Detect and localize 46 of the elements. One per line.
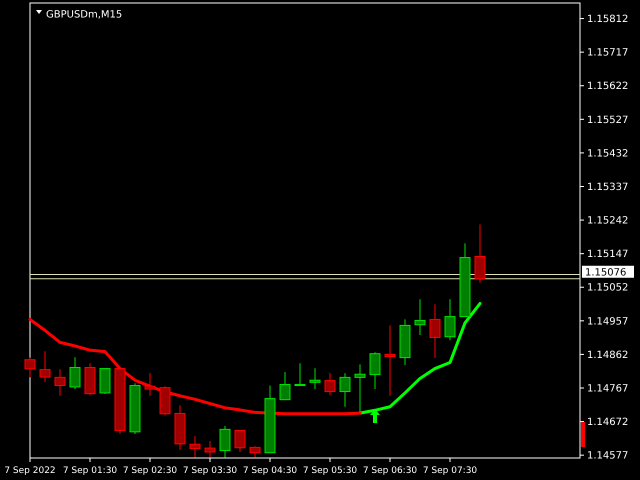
candlestick (204, 440, 216, 458)
candlestick (250, 446, 260, 458)
candlestick (24, 357, 36, 378)
candlestick (384, 324, 396, 396)
candlestick (474, 224, 486, 284)
candlestick (370, 352, 380, 390)
candlestick (340, 372, 350, 408)
y-tick-label: 1.15812 (587, 14, 628, 26)
candlestick (444, 298, 456, 341)
candlestick (414, 298, 426, 336)
y-tick-label: 1.15052 (587, 282, 628, 294)
y-tick-label: 1.15337 (587, 182, 628, 193)
x-tick-label: 7 Sep 05:30 (302, 466, 358, 476)
ref-line-label: 1.15076 (585, 267, 626, 278)
candlestick (354, 364, 366, 413)
y-tick-label: 1.15432 (587, 148, 628, 160)
y-tick-label: 1.15527 (587, 114, 628, 126)
candlestick (294, 362, 306, 386)
y-tick-label: 1.14957 (587, 316, 628, 328)
candlestick (310, 368, 320, 390)
candlestick (40, 350, 50, 382)
x-tick-label: 7 Sep 07:30 (422, 466, 478, 476)
y-tick-label: 1.15622 (587, 81, 628, 92)
candlestick (430, 304, 440, 358)
y-tick-label: 1.14577 (587, 450, 628, 462)
candlestick (234, 430, 246, 452)
text: GBPUSDm,M15 (46, 10, 122, 20)
x-tick-label: 7 Sep 01:30 (62, 466, 118, 476)
x-tick-label: 7 Sep 06:30 (362, 466, 418, 476)
y-tick-label: 1.15147 (587, 249, 628, 260)
candlestick (70, 356, 80, 390)
candlestick (324, 372, 336, 396)
candlestick (190, 436, 200, 458)
y-tick-label: 1.14672 (587, 417, 628, 428)
x-tick-label: 7 Sep 03:30 (182, 466, 238, 476)
y-tick-label: 1.14767 (587, 384, 628, 394)
y-tick-label: 1.14862 (587, 350, 628, 361)
candlestick (54, 368, 66, 396)
x-tick-label: 7 Sep 04:30 (242, 466, 298, 476)
candlestick (220, 425, 230, 458)
x-tick-label: 7 Sep 2022 (4, 466, 56, 476)
x-tick-label: 7 Sep 02:30 (122, 466, 178, 476)
y-tick-label: 1.15717 (587, 48, 628, 59)
candlestick (280, 372, 290, 401)
y-tick-label: 1.15242 (587, 216, 628, 227)
candlestick (144, 372, 156, 396)
